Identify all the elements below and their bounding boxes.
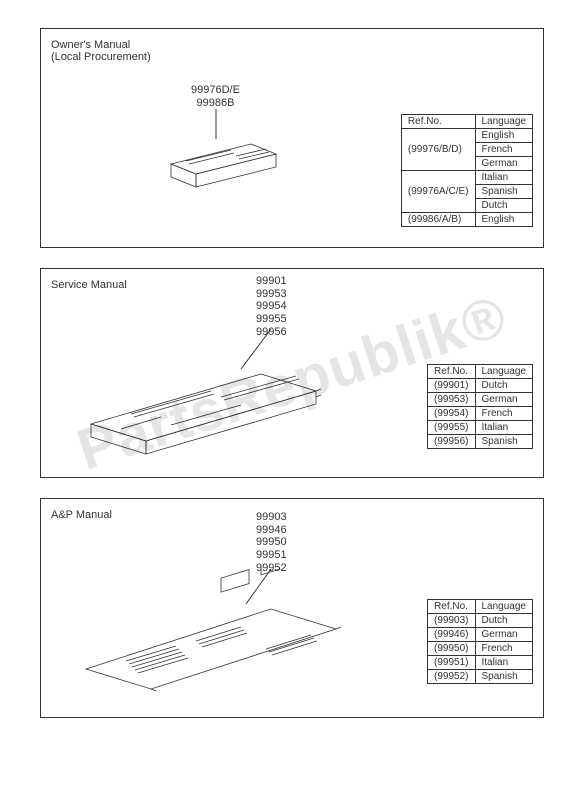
sm-r3c0: (99955) <box>428 421 475 435</box>
ap-r1c0: (99946) <box>428 628 475 642</box>
ap-r3c0: (99951) <box>428 656 475 670</box>
ap-r1c1: German <box>475 628 533 642</box>
th-lang3: Language <box>475 600 533 614</box>
panel3-title: A&P Manual <box>51 509 533 521</box>
ap-r2c0: (99950) <box>428 642 475 656</box>
cell-lang-1-0: Italian <box>475 171 533 185</box>
service-manual-illustration <box>71 329 331 469</box>
ap-ref-table: Ref.No. Language (99903)Dutch (99946)Ger… <box>427 599 533 684</box>
sm-r1c1: German <box>475 393 533 407</box>
cell-ref-2: (99986/A/B) <box>401 213 475 227</box>
th-refno: Ref.No. <box>401 115 475 129</box>
cell-lang-0-1: French <box>475 143 533 157</box>
panel-ap-manual: A&P Manual 99903 99946 99950 99951 99952 <box>40 498 544 718</box>
th-lang: Language <box>475 115 533 129</box>
panel1-title2: (Local Procurement) <box>51 51 533 63</box>
sm-r0c1: Dutch <box>475 379 533 393</box>
panel2-title: Service Manual <box>51 279 533 291</box>
cell-lang-0-2: German <box>475 157 533 171</box>
sm-r1c0: (99953) <box>428 393 475 407</box>
label-ap-stack: 99903 99946 99950 99951 99952 <box>256 511 287 574</box>
service-ref-table: Ref.No. Language (99901)Dutch (99953)Ger… <box>427 364 533 449</box>
th-lang2: Language <box>475 365 533 379</box>
owners-manual-illustration <box>141 109 301 229</box>
ap-manual-illustration <box>71 569 351 709</box>
panel-owners-manual: Owner's Manual (Local Procurement) 99976… <box>40 28 544 248</box>
ap-r2c1: French <box>475 642 533 656</box>
sm-r2c1: French <box>475 407 533 421</box>
ap-r3c1: Italian <box>475 656 533 670</box>
sm-r0c0: (99901) <box>428 379 475 393</box>
cell-lang-1-1: Spanish <box>475 185 533 199</box>
cell-lang-1-2: Dutch <box>475 199 533 213</box>
panel-service-manual: Service Manual 99901 99953 99954 99955 9… <box>40 268 544 478</box>
cell-lang-0-0: English <box>475 129 533 143</box>
panel1-title1: Owner's Manual <box>51 39 533 51</box>
sm-r3c1: Italian <box>475 421 533 435</box>
ap-r0c0: (99903) <box>428 614 475 628</box>
label-owners-1: 99976D/E 99986B <box>191 84 240 110</box>
sm-r4c0: (99956) <box>428 435 475 449</box>
ap-r0c1: Dutch <box>475 614 533 628</box>
cell-ref-0: (99976/B/D) <box>401 129 475 171</box>
diagram-page: Owner's Manual (Local Procurement) 99976… <box>0 0 584 766</box>
owners-ref-table: Ref.No. Language (99976/B/D) English Fre… <box>401 114 533 227</box>
cell-lang-2-0: English <box>475 213 533 227</box>
th-refno3: Ref.No. <box>428 600 475 614</box>
sm-r2c0: (99954) <box>428 407 475 421</box>
cell-ref-1: (99976A/C/E) <box>401 171 475 213</box>
ap-r4c1: Spanish <box>475 670 533 684</box>
sm-r4c1: Spanish <box>475 435 533 449</box>
ap-r4c0: (99952) <box>428 670 475 684</box>
th-refno2: Ref.No. <box>428 365 475 379</box>
